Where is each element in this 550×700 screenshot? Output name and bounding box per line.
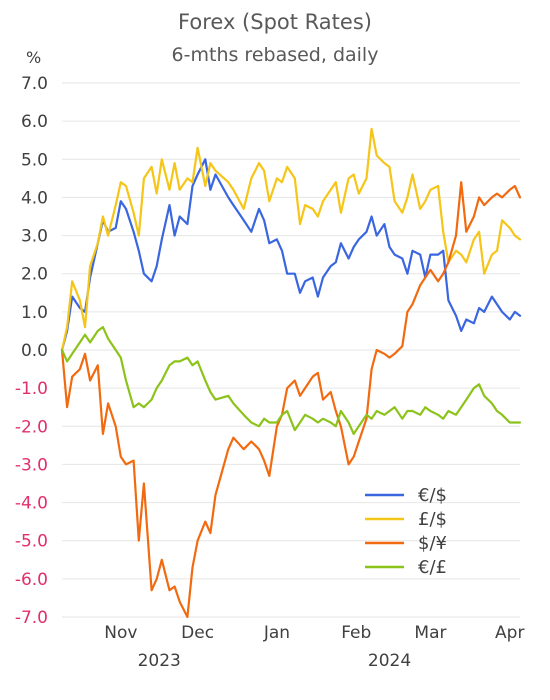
y-tick-label: 7.0: [21, 74, 48, 94]
chart-title: Forex (Spot Rates): [178, 10, 372, 34]
y-tick-label: 6.0: [21, 112, 48, 132]
x-tick-label: Feb: [341, 623, 371, 643]
x-axis-ticks: Nov Dec Jan Feb Mar Apr 2023 2024: [104, 623, 524, 671]
series-lines: [60, 127, 522, 619]
x-tick-label: Mar: [414, 623, 446, 643]
series-line: [60, 127, 522, 352]
y-tick-label: -6.0: [15, 570, 48, 590]
legend-label: €/£: [418, 557, 447, 578]
y-tick-label: 2.0: [21, 265, 48, 285]
gridlines: [62, 82, 520, 618]
legend: €/$ £/$ $/¥ €/£: [365, 485, 447, 578]
y-tick-label: -2.0: [15, 417, 48, 437]
legend-label: €/$: [418, 485, 447, 506]
x-tick-label: Nov: [104, 623, 137, 643]
y-tick-label: 4.0: [21, 188, 48, 208]
y-axis-unit: %: [26, 48, 41, 67]
y-tick-label: 0.0: [21, 341, 48, 361]
y-axis-ticks: 7.0 6.0 5.0 4.0 3.0 2.0 1.0 0.0 -1.0 -2.0 -3.0 -4.0…: [15, 74, 48, 628]
y-tick-label: -5.0: [15, 532, 48, 552]
y-tick-label: -4.0: [15, 494, 48, 514]
series-line: [60, 158, 522, 352]
x-year-label: 2023: [138, 651, 181, 671]
y-tick-label: -3.0: [15, 455, 48, 475]
y-tick-label: -7.0: [15, 608, 48, 628]
series-line: [60, 326, 522, 435]
y-tick-label: 3.0: [21, 227, 48, 247]
y-tick-label: 1.0: [21, 303, 48, 323]
x-tick-label: Jan: [263, 623, 290, 643]
x-tick-label: Dec: [181, 623, 214, 643]
legend-label: £/$: [418, 509, 447, 530]
y-tick-label: -1.0: [15, 379, 48, 399]
legend-label: $/¥: [418, 533, 447, 554]
series-line: [60, 181, 522, 619]
y-tick-label: 5.0: [21, 150, 48, 170]
x-year-label: 2024: [368, 651, 411, 671]
chart-subtitle: 6-mths rebased, daily: [172, 44, 379, 66]
x-tick-label: Apr: [495, 623, 524, 643]
